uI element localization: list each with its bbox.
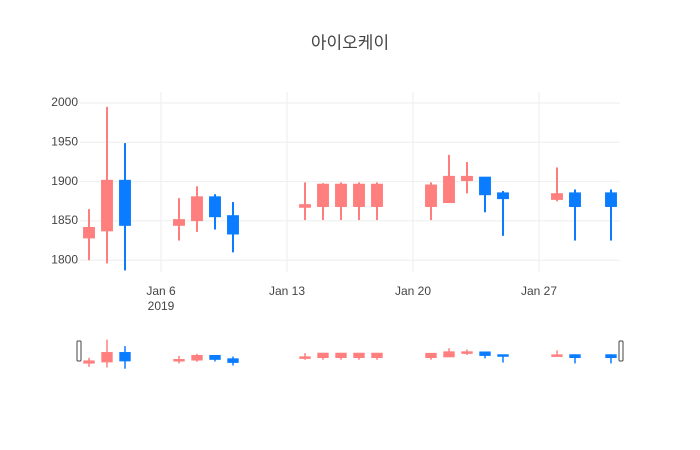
slider-handle[interactable] <box>618 340 624 362</box>
y-tick-label: 1950 <box>51 134 78 148</box>
candle-body <box>605 354 617 359</box>
x-tick-label: Jan 13 <box>269 284 305 298</box>
candle-body <box>83 226 95 239</box>
candle-body <box>119 352 131 362</box>
candle-body <box>101 352 113 363</box>
candle-body <box>335 352 347 359</box>
candle-body <box>425 184 437 207</box>
candle-body <box>443 175 455 204</box>
candle-body <box>479 176 491 196</box>
y-tick-label: 1850 <box>51 213 78 227</box>
candle-body <box>551 354 563 357</box>
range-slider[interactable] <box>76 339 624 369</box>
candle-body <box>371 352 383 359</box>
candle-body <box>191 354 203 361</box>
candle-body <box>209 354 221 360</box>
candle-body <box>317 183 329 207</box>
candle-body <box>299 356 311 359</box>
candle-body <box>119 179 131 226</box>
candle-body <box>173 219 185 226</box>
slider-handle[interactable] <box>76 340 82 362</box>
candle-body <box>227 215 239 235</box>
candle-body <box>479 351 491 356</box>
x-tick-label: Jan 6 <box>146 284 176 298</box>
candle-body <box>83 360 95 364</box>
candle-body <box>425 352 437 359</box>
y-tick-label: 1800 <box>51 252 78 266</box>
candle-body <box>353 352 365 359</box>
candle-body <box>191 196 203 222</box>
candle-body <box>461 351 473 354</box>
chart-title: 아이오케이 <box>311 33 389 52</box>
candle-body <box>461 175 473 182</box>
candle-body <box>209 196 221 218</box>
candle-body <box>335 183 347 207</box>
candle-body <box>353 183 365 207</box>
candle-body <box>551 193 563 200</box>
candle-body <box>569 354 581 359</box>
x-tick-label: Jan 27 <box>521 284 557 298</box>
candle-body <box>497 354 509 357</box>
x-year-label: 2019 <box>148 299 175 313</box>
y-tick-label: 2000 <box>51 95 78 109</box>
candle-body <box>443 351 455 358</box>
candle-body <box>317 352 329 359</box>
y-tick-label: 1900 <box>51 174 78 188</box>
candle-body <box>299 204 311 208</box>
candle-body <box>569 192 581 207</box>
candle-body <box>173 359 185 362</box>
candle-body <box>371 183 383 207</box>
plot-layer <box>83 106 617 271</box>
candle-body <box>101 179 113 232</box>
candle-body <box>227 358 239 363</box>
candle-body <box>497 192 509 200</box>
candle-body <box>605 192 617 207</box>
x-tick-label: Jan 20 <box>395 284 431 298</box>
